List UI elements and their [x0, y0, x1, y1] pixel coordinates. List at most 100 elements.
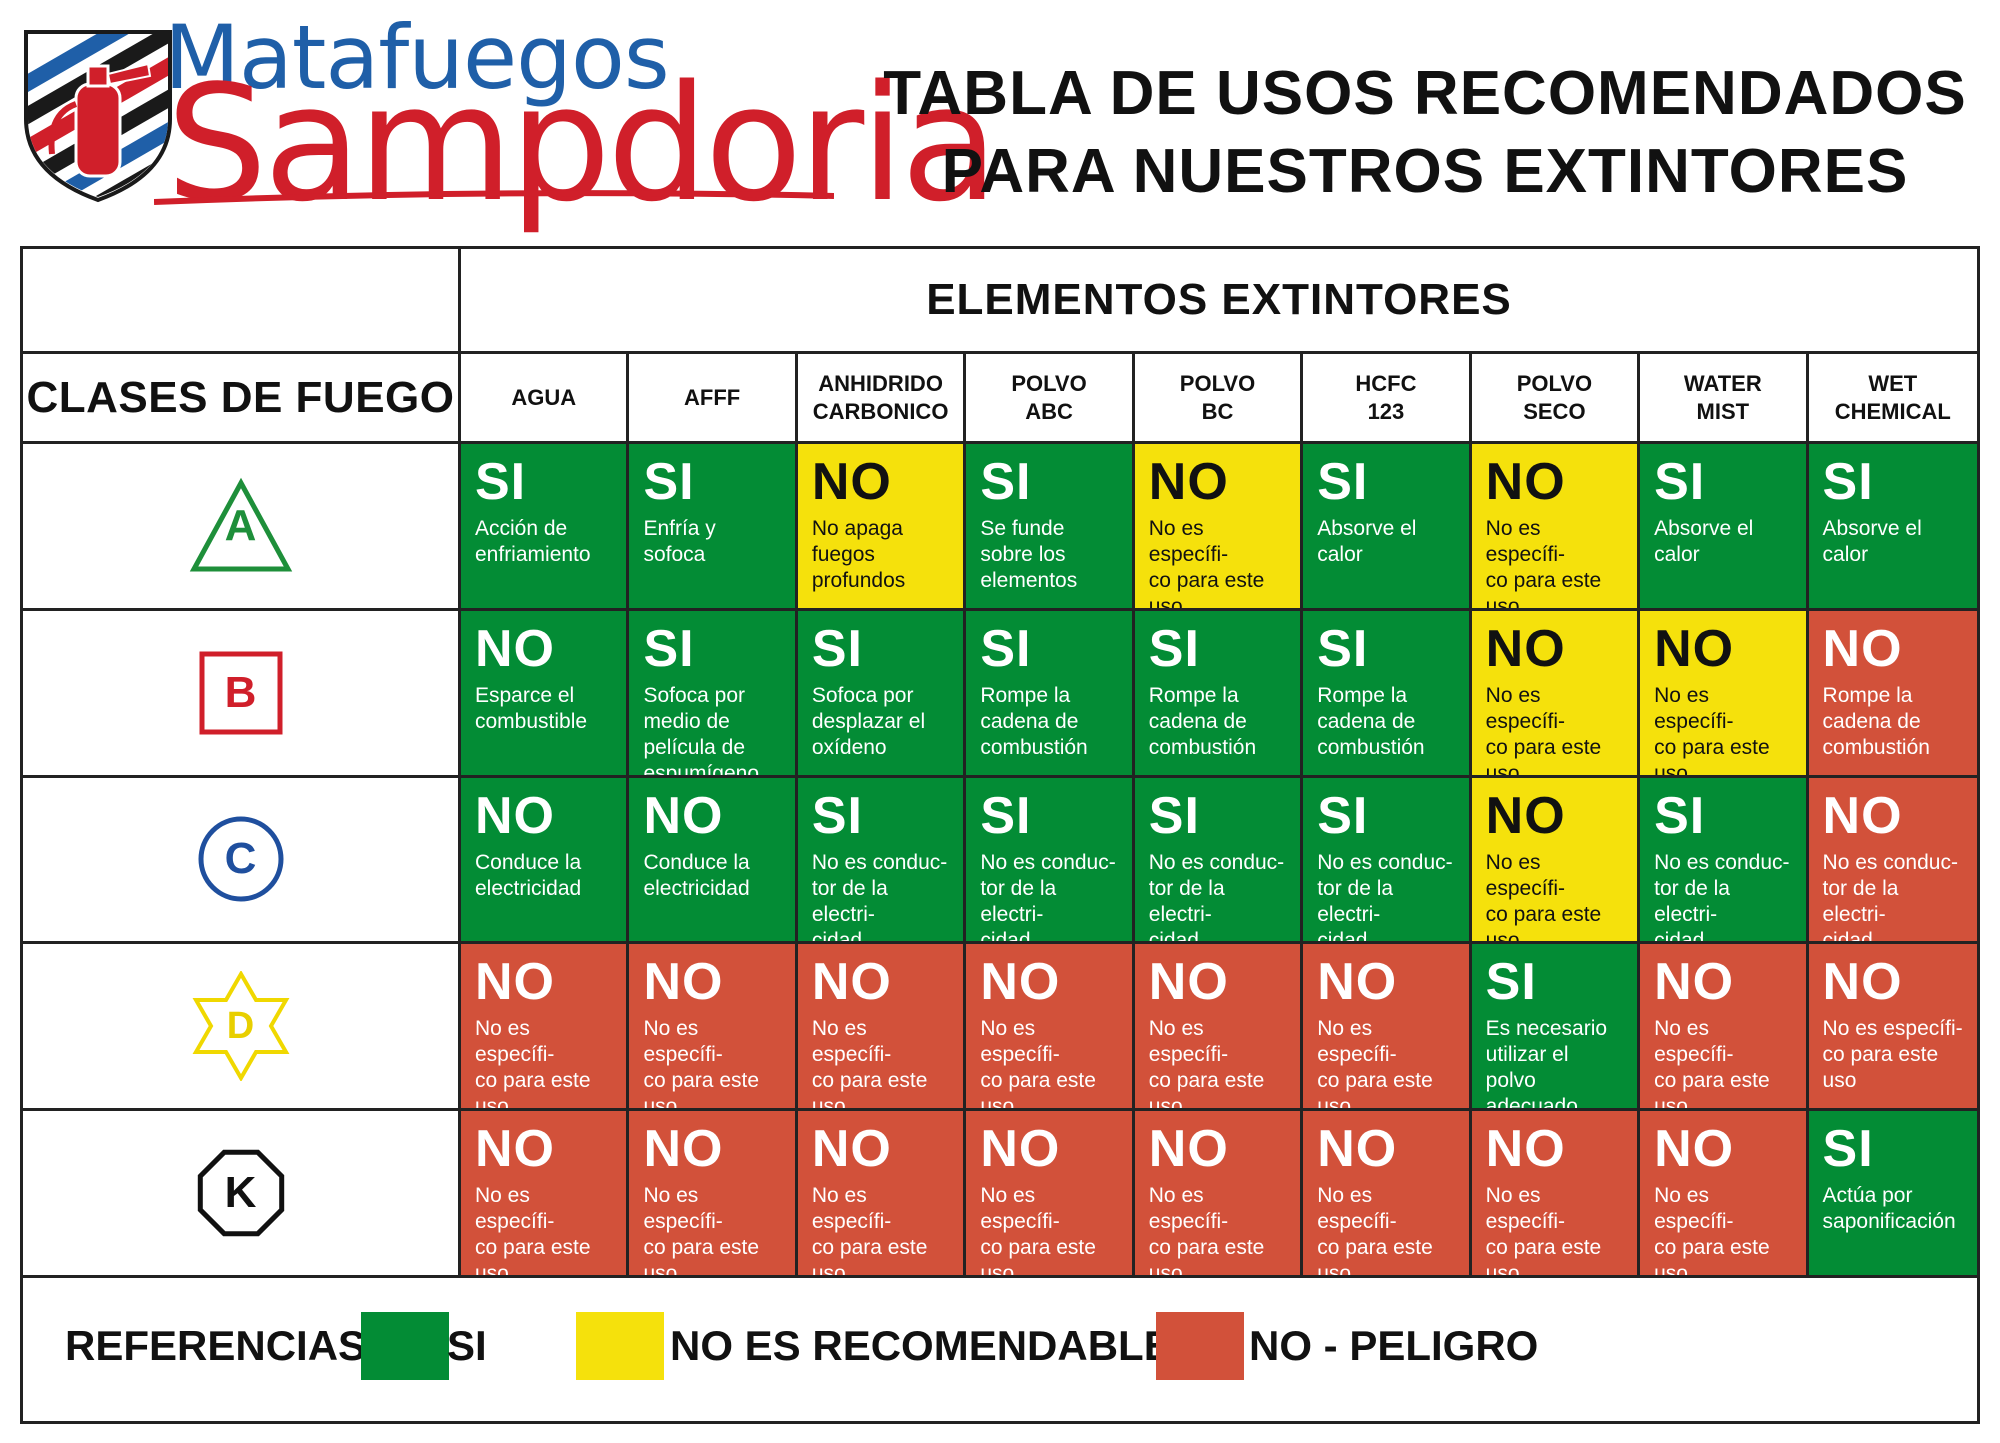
usage-description: No es específi- co para este uso: [980, 1017, 1096, 1112]
usage-cell: SI Enfría y sofoca: [629, 444, 798, 611]
column-header-line2: MIST: [1696, 398, 1750, 424]
usage-description: Enfría y sofoca: [643, 517, 716, 566]
column-header: HCFC 123: [1303, 354, 1472, 444]
usage-description: No apaga fuegos profundos: [811, 517, 906, 592]
usage-status: NO: [643, 953, 724, 1012]
usage-status: SI: [1148, 786, 1200, 845]
legend-swatch-not-recommended: [576, 1312, 664, 1380]
usage-status: SI: [1822, 453, 1874, 511]
usage-description: No es específi- co para este uso: [1654, 1017, 1770, 1112]
usage-status: SI: [475, 453, 527, 511]
usage-description: No es específi- co para este uso: [1317, 1017, 1433, 1112]
column-header-line2: CHEMICAL: [1834, 398, 1951, 424]
usage-description: No es específi- co para este uso: [811, 1017, 928, 1112]
column-header-line1: HCFC: [1355, 370, 1417, 396]
usage-description: Rompe la cadena de combustión: [1822, 683, 1930, 759]
usage-status: NO: [1485, 619, 1566, 678]
column-header: POLVO BC: [1134, 354, 1304, 444]
usage-status: NO: [1485, 786, 1566, 845]
usage-status: NO: [1822, 786, 1903, 845]
column-header-line1: POLVO: [1179, 370, 1256, 396]
usage-cell: SI Absorve el calor: [1640, 444, 1809, 611]
usage-cell: NO No es específi- co para este uso: [1134, 1111, 1304, 1278]
fire-class-letter: B: [224, 667, 257, 717]
column-header-line1: WATER: [1683, 370, 1762, 396]
usage-cell: NO Esparce el combustible: [461, 610, 630, 778]
usage-cell: SI Es necesario utilizar el polvo adecuad…: [1471, 944, 1641, 1112]
usage-cell: NO No es específi- co para este uso: [797, 1111, 967, 1278]
usage-cell: NO No es específi- co para este uso: [1640, 1111, 1809, 1278]
column-header: AFFF: [629, 354, 798, 444]
column-header: AGUA: [461, 354, 630, 444]
brand-logo: Matafuegos Sampdoria: [14, 6, 999, 224]
usage-status: SI: [811, 786, 864, 845]
usage-cell: SI Actúa por saponificación: [1808, 1111, 1977, 1278]
usage-description: No es conduc- tor de la electri- cidad: [811, 850, 948, 945]
column-header-line1: AFFF: [684, 384, 741, 410]
usage-cell: NO Rompe la cadena de combustión: [1808, 610, 1977, 778]
usage-status: NO: [1485, 453, 1566, 511]
usage-cell: NO No apaga fuegos profundos: [797, 444, 967, 611]
usage-status: SI: [811, 619, 864, 678]
usage-cell: NO No es específi- co para este uso: [461, 944, 630, 1112]
usage-description: No es específi- co para este uso: [1148, 1017, 1265, 1112]
usage-description: No es específi- co para este uso: [980, 1184, 1096, 1278]
usage-cell: SI No es conduc- tor de la electri- cidad: [966, 777, 1135, 945]
usage-status: NO: [1654, 953, 1735, 1012]
usage-description: No es específi- co para este uso: [1485, 850, 1602, 945]
fire-extinguisher-shield-icon: [24, 30, 172, 203]
fire-class-star-icon: D: [186, 970, 296, 1083]
usage-status: SI: [643, 619, 695, 678]
column-header-line1: POLVO: [1011, 370, 1087, 396]
fire-class-letter: C: [224, 834, 257, 884]
column-header-line2: 123: [1367, 398, 1405, 424]
legend-swatch-si: [361, 1312, 449, 1380]
usage-cell: NO No es específi- co para este uso: [1471, 777, 1641, 945]
column-header-line2: CARBONICO: [812, 398, 949, 424]
fire-class-letter: K: [224, 1168, 257, 1218]
fire-class-letter: A: [224, 500, 257, 550]
usage-status: NO: [1822, 953, 1903, 1012]
page-title: TABLA DE USOS RECOMENDADOS PARA NUESTROS…: [870, 55, 1980, 211]
fire-class-cell: C: [23, 777, 461, 945]
usage-status: SI: [1148, 619, 1200, 678]
usage-cell: SI Rompe la cadena de combustión: [1303, 610, 1472, 778]
usage-description: No es específi- co para este uso: [1654, 683, 1770, 778]
usage-description: No es conduc- tor de la electri- cidad: [1317, 850, 1453, 945]
usage-cell: NO No es específi- co para este uso: [1471, 1111, 1641, 1278]
usage-description: Sofoca por desplazar el oxídeno: [811, 683, 926, 759]
usage-cell: NO No es específi- co para este uso: [1303, 944, 1472, 1112]
usage-description: Absorve el calor: [1317, 517, 1417, 566]
usage-description: Conduce la electricidad: [643, 850, 750, 900]
usage-description: No es específi- co para este uso: [643, 1184, 760, 1278]
usage-cell: NO No es específi- co para este uso: [966, 1111, 1135, 1278]
usage-description: No es específi- co para este uso: [1317, 1184, 1433, 1278]
usage-description: Sofoca por medio de película de espumíge…: [643, 683, 760, 778]
fire-class-cell: K: [23, 1111, 461, 1278]
usage-description: Absorve el calor: [1654, 517, 1754, 566]
usage-cell: NO No es específi- co para este uso: [797, 944, 967, 1112]
column-header-line1: WET: [1868, 370, 1918, 396]
fire-class-letter: D: [226, 1004, 255, 1047]
usage-status: NO: [1148, 453, 1229, 511]
usage-status: NO: [811, 453, 892, 511]
usage-status: NO: [811, 953, 892, 1012]
usage-cell: NO No es específi- co para este uso: [1471, 444, 1641, 611]
usage-status: SI: [1654, 453, 1706, 511]
usage-description: Rompe la cadena de combustión: [980, 683, 1088, 759]
usage-status: NO: [1822, 619, 1903, 678]
legend-label: REFERENCIAS:: [65, 1322, 381, 1369]
usage-description: No es específi- co para este uso: [1148, 1184, 1265, 1278]
column-header-line2: SECO: [1523, 398, 1586, 424]
column-header-line1: POLVO: [1516, 370, 1593, 396]
usage-status: SI: [1317, 619, 1369, 678]
usage-description: No es específi- co para este uso: [643, 1017, 760, 1112]
table-corner-cell: [23, 249, 461, 354]
usage-status: SI: [1485, 953, 1537, 1012]
column-header-line1: AGUA: [511, 384, 577, 410]
usage-description: Se funde sobre los elementos: [980, 517, 1078, 592]
usage-cell: NO No es específi- co para este uso: [461, 1111, 630, 1278]
usage-description: Esparce el combustible: [475, 683, 588, 733]
usage-description: Conduce la electricidad: [475, 850, 582, 900]
usage-status: NO: [1654, 1120, 1735, 1179]
